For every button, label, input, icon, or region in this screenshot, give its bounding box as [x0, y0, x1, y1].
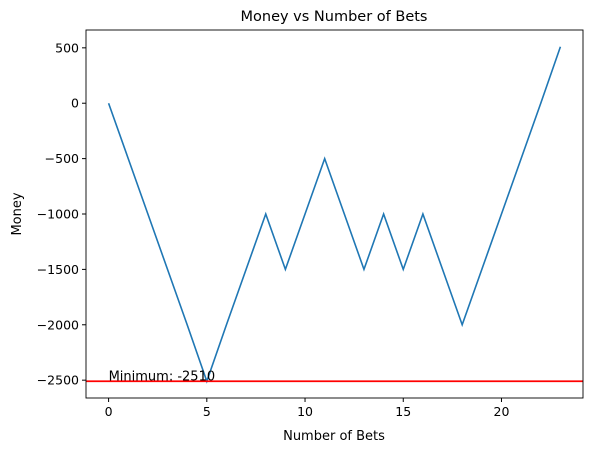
y-axis-label: Money: [10, 192, 25, 235]
annotation: Minimum: -2510: [109, 369, 216, 384]
x-axis-label: Number of Bets: [283, 429, 385, 444]
x-tick-label: 10: [297, 404, 313, 419]
y-tick-label: −2000: [37, 317, 79, 332]
y-tick-label: −500: [45, 151, 79, 166]
plot-frame: [85, 29, 584, 399]
x-tick-label: 0: [105, 404, 113, 419]
chart-title: Money vs Number of Bets: [241, 9, 428, 25]
y-tick-label: −1500: [37, 262, 79, 277]
data-line: [107, 46, 562, 384]
x-tick-label: 20: [494, 404, 510, 419]
y-tick-label: 500: [55, 40, 79, 55]
y-tick-label: −1000: [37, 207, 79, 222]
x-tick-label: 5: [203, 404, 211, 419]
y-tick-label: −2500: [37, 373, 79, 388]
y-tick-label: 0: [71, 96, 79, 111]
x-tick-label: 15: [395, 404, 411, 419]
